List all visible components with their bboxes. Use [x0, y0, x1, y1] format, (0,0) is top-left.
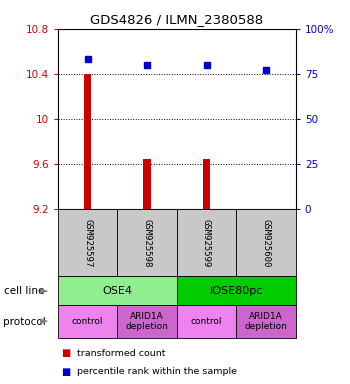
Text: OSE4: OSE4 — [102, 286, 132, 296]
Text: control: control — [72, 317, 103, 326]
Text: ■: ■ — [61, 367, 70, 377]
Title: GDS4826 / ILMN_2380588: GDS4826 / ILMN_2380588 — [90, 13, 263, 26]
Text: ►: ► — [40, 316, 48, 327]
Text: percentile rank within the sample: percentile rank within the sample — [77, 367, 237, 376]
Text: GSM925599: GSM925599 — [202, 219, 211, 267]
Text: ARID1A
depletion: ARID1A depletion — [245, 312, 287, 331]
Text: ARID1A
depletion: ARID1A depletion — [126, 312, 168, 331]
Text: transformed count: transformed count — [77, 349, 166, 358]
Text: IOSE80pc: IOSE80pc — [210, 286, 263, 296]
Text: ►: ► — [40, 286, 48, 296]
Text: control: control — [191, 317, 222, 326]
Text: protocol: protocol — [4, 316, 46, 327]
Text: GSM925597: GSM925597 — [83, 219, 92, 267]
Bar — [203, 159, 210, 209]
Bar — [84, 74, 91, 209]
Text: cell line: cell line — [4, 286, 44, 296]
Text: GSM925600: GSM925600 — [261, 219, 271, 267]
Text: ■: ■ — [61, 348, 70, 358]
Bar — [144, 159, 150, 209]
Text: GSM925598: GSM925598 — [142, 219, 152, 267]
